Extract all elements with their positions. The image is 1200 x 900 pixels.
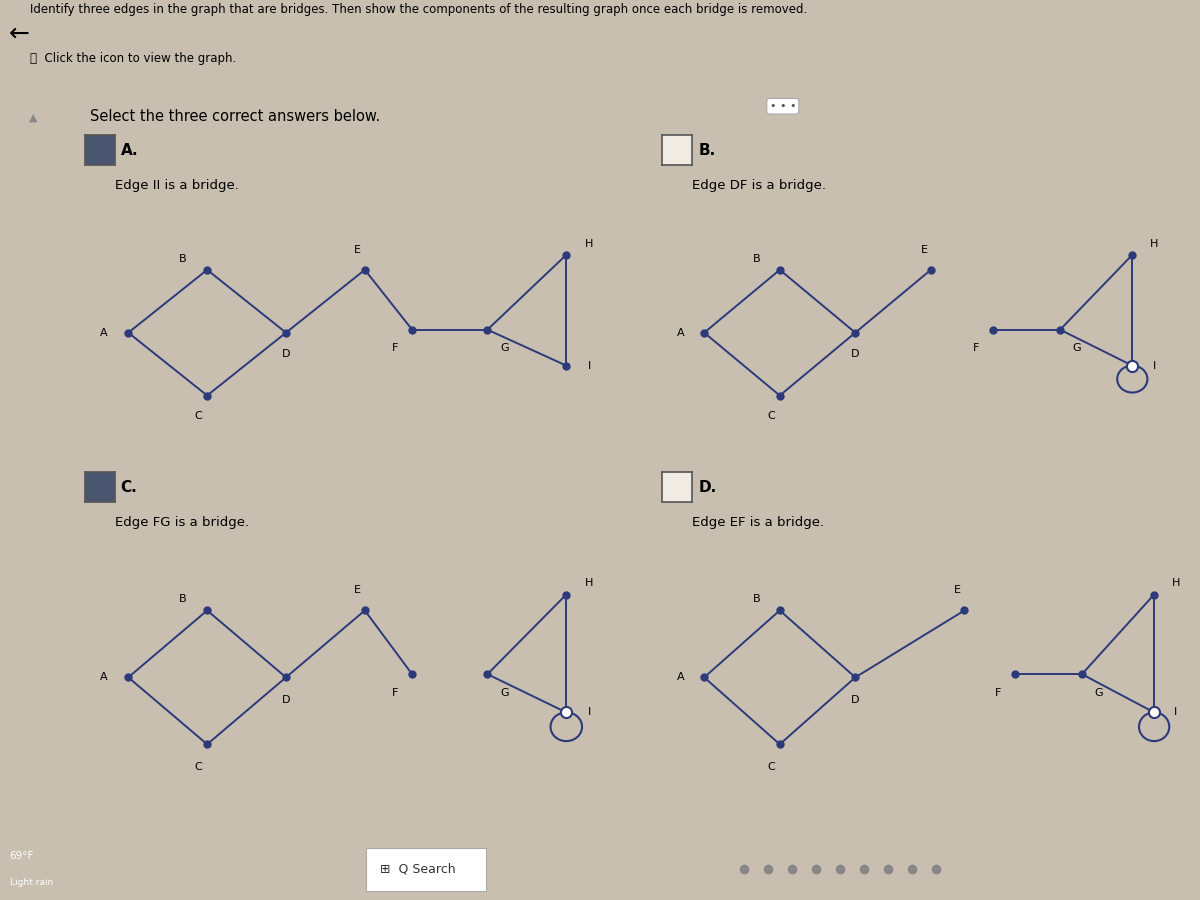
Text: B.: B. <box>698 143 715 158</box>
Text: Select the three correct answers below.: Select the three correct answers below. <box>90 109 380 123</box>
Text: C: C <box>768 411 775 421</box>
Text: D: D <box>282 348 290 358</box>
Text: H: H <box>1171 579 1180 589</box>
Text: A: A <box>677 672 684 682</box>
Text: G: G <box>500 688 509 698</box>
Text: 🖼  Click the icon to view the graph.: 🖼 Click the icon to view the graph. <box>30 52 236 66</box>
Text: H: H <box>1150 239 1158 249</box>
Text: E: E <box>954 585 961 595</box>
Text: I: I <box>588 361 590 371</box>
Text: G: G <box>500 343 509 353</box>
Text: A: A <box>100 328 108 338</box>
Text: Edge FG is a bridge.: Edge FG is a bridge. <box>114 516 248 529</box>
Text: 69°F: 69°F <box>10 850 34 861</box>
Text: I: I <box>1175 707 1177 717</box>
Text: D.: D. <box>698 481 716 495</box>
Text: F: F <box>995 688 1001 698</box>
Text: B: B <box>179 594 186 604</box>
Text: ▲: ▲ <box>29 112 38 122</box>
Text: Identify three edges in the graph that are bridges. Then show the components of : Identify three edges in the graph that a… <box>30 3 808 15</box>
Text: Edge EF is a bridge.: Edge EF is a bridge. <box>692 516 824 529</box>
Bar <box>366 848 486 891</box>
Text: C: C <box>768 761 775 771</box>
Text: G: G <box>1073 343 1081 353</box>
Text: F: F <box>391 343 397 353</box>
Text: A.: A. <box>120 143 138 158</box>
Text: Edge II is a bridge.: Edge II is a bridge. <box>114 179 239 192</box>
Text: G: G <box>1094 688 1103 698</box>
Text: E: E <box>354 246 361 256</box>
Text: I: I <box>588 707 590 717</box>
Text: Light rain: Light rain <box>10 878 53 887</box>
Text: E: E <box>354 585 361 595</box>
Text: I: I <box>1152 361 1156 371</box>
Text: E: E <box>920 246 928 256</box>
Text: H: H <box>584 579 593 589</box>
Text: A: A <box>677 328 684 338</box>
Text: H: H <box>584 239 593 249</box>
Text: D: D <box>282 695 290 705</box>
Text: B: B <box>179 255 186 265</box>
Text: ←: ← <box>8 21 29 45</box>
Text: F: F <box>391 688 397 698</box>
Text: B: B <box>752 255 760 265</box>
Text: Edge DF is a bridge.: Edge DF is a bridge. <box>692 179 827 192</box>
Text: C: C <box>194 411 203 421</box>
Text: A: A <box>100 672 108 682</box>
Text: C.: C. <box>120 481 137 495</box>
Text: D: D <box>851 348 859 358</box>
Text: ⊞  Q Search: ⊞ Q Search <box>380 863 456 876</box>
Text: • • •: • • • <box>769 101 796 112</box>
Text: D: D <box>851 695 859 705</box>
Text: B: B <box>752 594 760 604</box>
Text: F: F <box>973 343 979 353</box>
Text: C: C <box>194 761 203 771</box>
